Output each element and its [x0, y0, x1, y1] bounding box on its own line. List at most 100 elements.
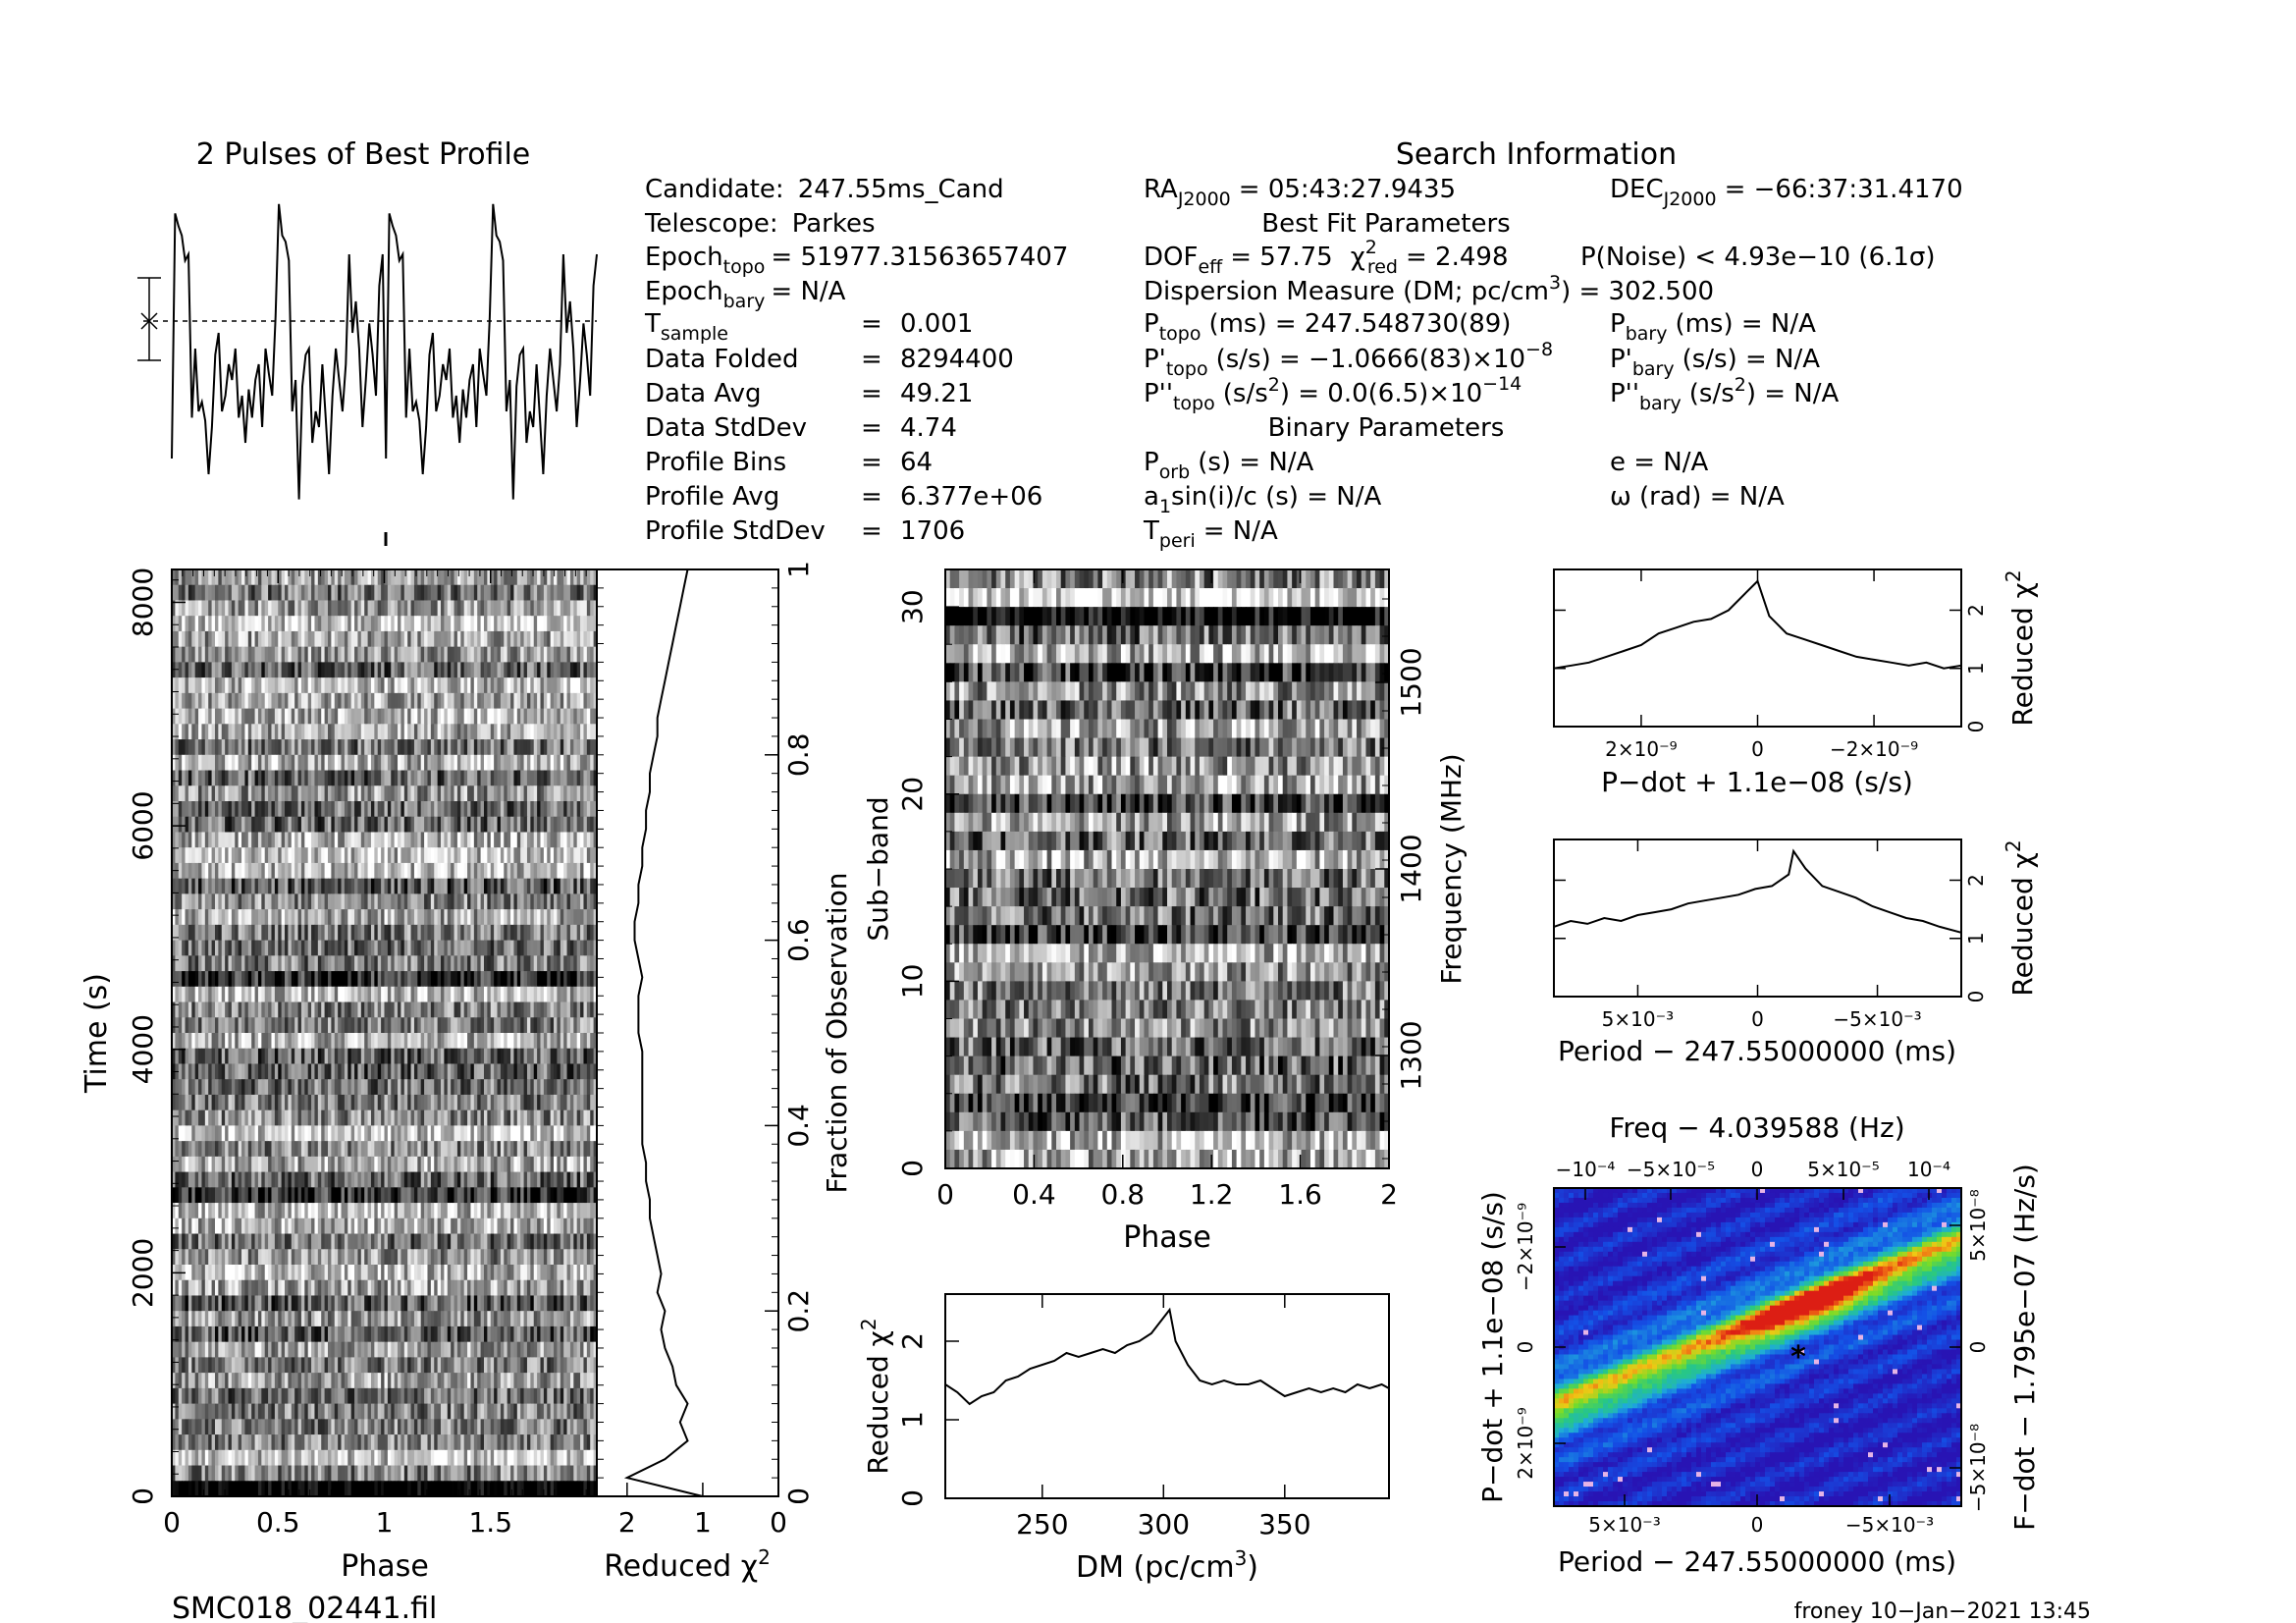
heatmap-cell: [400, 1125, 405, 1142]
heatmap-cell: [569, 584, 574, 602]
heatmap-cell: [175, 1156, 180, 1173]
heatmap-cell: [228, 1033, 233, 1050]
heatmap-cell: [554, 785, 558, 802]
heatmap-cell: [590, 662, 595, 678]
heatmap-cell: [417, 862, 422, 880]
heatmap-cell: [241, 893, 246, 910]
heatmap-cell: [254, 739, 259, 756]
heatmap-cell: [357, 893, 362, 910]
heatmap-cell: [494, 971, 499, 988]
heatmap-cell: [370, 986, 375, 1003]
heatmap-cell: [573, 662, 578, 678]
heatmap-cell: [244, 801, 249, 818]
heatmap-cell: [494, 708, 499, 725]
heatmap-cell: [441, 677, 445, 694]
heatmap-cell: [254, 616, 259, 632]
heatmap-cell: [300, 770, 305, 786]
heatmap-cell: [560, 924, 564, 942]
heatmap-cell: [547, 940, 552, 956]
heatmap-cell: [483, 739, 488, 756]
heatmap-cell: [417, 692, 422, 710]
heatmap-cell: [463, 785, 468, 802]
heatmap-cell: [530, 847, 535, 864]
heatmap-cell: [563, 785, 568, 802]
heatmap-cell: [460, 1109, 465, 1126]
heatmap-cell: [257, 1048, 262, 1065]
heatmap-cell: [264, 986, 269, 1003]
heatmap-cell: [533, 955, 538, 972]
heatmap-cell: [507, 754, 511, 772]
heatmap-cell: [178, 801, 183, 818]
profile-title: 2 Pulses of Best Profile: [196, 137, 531, 172]
heatmap-cell: [274, 1017, 279, 1034]
heatmap-cell: [410, 940, 415, 956]
heatmap-cell: [554, 584, 558, 602]
heatmap-cell: [586, 816, 591, 834]
heatmap-cell: [367, 616, 372, 632]
heatmap-cell: [314, 986, 319, 1003]
heatmap-cell: [172, 1001, 176, 1018]
heatmap-cell: [500, 754, 505, 772]
heatmap-cell: [261, 1001, 266, 1018]
heatmap-cell: [473, 909, 478, 926]
heatmap-cell: [394, 692, 399, 710]
heatmap-cell: [307, 816, 312, 834]
heatmap-cell: [497, 584, 502, 602]
heatmap-cell: [560, 600, 564, 617]
heatmap-cell: [516, 708, 521, 725]
heatmap-cell: [354, 893, 359, 910]
heatmap-cell: [420, 816, 425, 834]
heatmap-cell: [214, 754, 219, 772]
heatmap-cell: [424, 1048, 429, 1065]
heatmap-cell: [187, 1063, 192, 1080]
heatmap-cell: [391, 708, 396, 725]
heatmap-cell: [228, 770, 233, 786]
heatmap-cell: [460, 630, 465, 648]
heatmap-cell: [194, 677, 199, 694]
heatmap-cell: [238, 616, 242, 632]
heatmap-cell: [504, 770, 508, 786]
heatmap-cell: [364, 909, 369, 926]
heatmap-cell: [533, 754, 538, 772]
heatmap-cell: [172, 630, 176, 648]
heatmap-cell: [487, 584, 492, 602]
heatmap-cell: [454, 986, 458, 1003]
heatmap-cell: [331, 847, 336, 864]
heatmap-cell: [540, 708, 545, 725]
heatmap-cell: [251, 1017, 256, 1034]
heatmap-cell: [198, 692, 203, 710]
heatmap-cell: [307, 986, 312, 1003]
heatmap-cell: [576, 708, 581, 725]
heatmap-cell: [583, 739, 588, 756]
heatmap-cell: [291, 646, 295, 663]
heatmap-cell: [583, 708, 588, 725]
heatmap-cell: [354, 816, 359, 834]
heatmap-cell: [480, 569, 485, 586]
heatmap-cell: [178, 584, 183, 602]
heatmap-cell: [251, 662, 256, 678]
heatmap-cell: [510, 616, 515, 632]
heatmap-cell: [238, 878, 242, 894]
heatmap-cell: [384, 646, 389, 663]
heatmap-cell: [194, 847, 199, 864]
heatmap-cell: [204, 569, 209, 586]
heatmap-cell: [530, 1063, 535, 1080]
heatmap-cell: [391, 754, 396, 772]
heatmap-cell: [470, 785, 475, 802]
heatmap-cell: [590, 862, 595, 880]
heatmap-cell: [590, 971, 595, 988]
heatmap-cell: [430, 986, 435, 1003]
heatmap-cell: [504, 584, 508, 602]
heatmap-cell: [513, 924, 518, 942]
heatmap-cell: [434, 646, 439, 663]
heatmap-cell: [487, 569, 492, 586]
heatmap-cell: [500, 1017, 505, 1034]
heatmap-cell: [327, 878, 332, 894]
heatmap-cell: [185, 677, 189, 694]
heatmap-cell: [194, 616, 199, 632]
heatmap-cell: [516, 770, 521, 786]
heatmap-cell: [437, 662, 442, 678]
heatmap-cell: [384, 832, 389, 848]
heatmap-cell: [204, 692, 209, 710]
heatmap-cell: [540, 584, 545, 602]
